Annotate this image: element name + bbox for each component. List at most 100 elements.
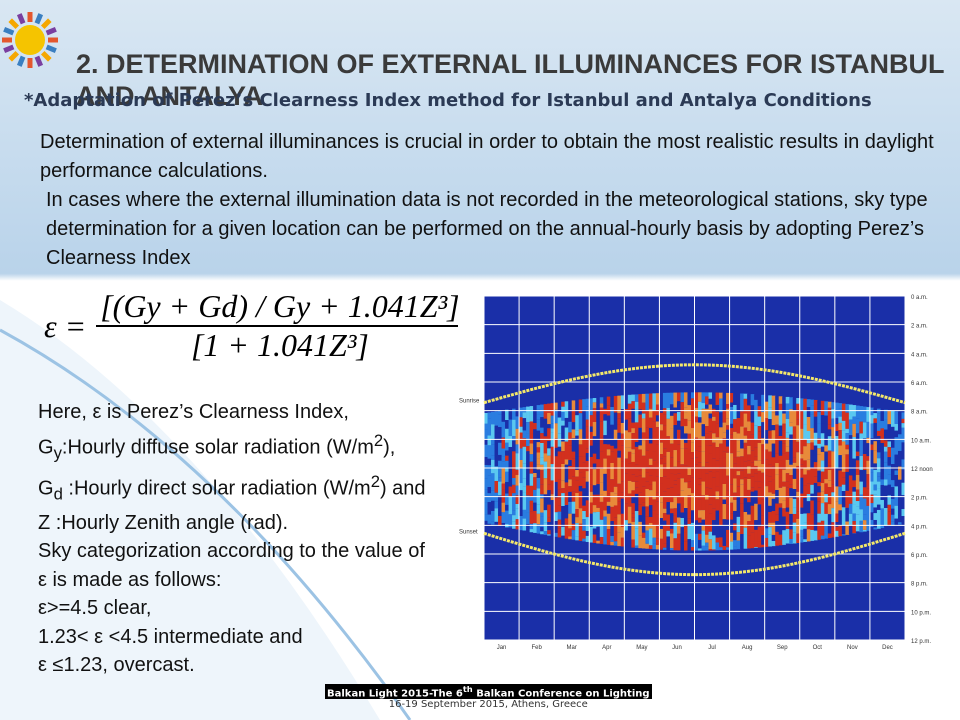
heat-cell: [501, 468, 506, 484]
month-label: Oct: [813, 645, 823, 651]
heat-cell: [740, 484, 744, 498]
heat-cell: [845, 490, 850, 508]
heat-cell: [487, 445, 492, 459]
heat-cell: [585, 517, 590, 532]
heat-cell: [859, 470, 864, 482]
heat-cell: [866, 437, 871, 444]
heat-cell: [652, 411, 657, 422]
heat-cell: [726, 452, 730, 469]
heat-cell: [782, 469, 787, 482]
heat-cell: [659, 518, 664, 529]
heat-cell: [645, 506, 650, 517]
heat-cell: [543, 510, 548, 523]
heat-cell: [806, 407, 811, 417]
heat-cell: [743, 413, 748, 428]
heat-cell: [669, 473, 674, 488]
heat-cell: [897, 479, 902, 487]
heat-cell: [571, 458, 576, 477]
heat-cell: [820, 400, 825, 416]
heat-cell: [599, 421, 604, 438]
heat-cell: [827, 429, 832, 437]
logo-ray: [16, 13, 26, 25]
heat-cell: [873, 513, 878, 520]
heat-cell: [512, 419, 516, 437]
heat-cell: [655, 404, 660, 416]
heat-cell: [778, 477, 783, 488]
heat-cell: [505, 450, 509, 456]
definitions: Here, ε is Perez’s Clearness Index, Gy:Ho…: [38, 398, 428, 680]
heat-cell: [522, 486, 527, 493]
heat-cell: [666, 468, 671, 479]
heat-cell: [873, 484, 878, 491]
logo-ray: [8, 18, 20, 30]
heat-cell: [859, 494, 864, 510]
heat-cell: [834, 410, 839, 419]
heat-cell: [652, 431, 657, 440]
heat-cell: [771, 498, 776, 506]
heat-cell: [652, 481, 657, 500]
heat-cell: [736, 508, 741, 517]
heat-cell: [757, 442, 762, 461]
heat-cell: [785, 451, 790, 460]
heat-cell: [610, 535, 615, 542]
heat-cell: [505, 428, 509, 443]
heat-cell: [666, 530, 671, 537]
heat-cell: [869, 481, 874, 495]
heat-cell: [505, 409, 509, 421]
heat-cell: [589, 426, 594, 432]
heat-cell: [845, 444, 850, 450]
heat-cell: [603, 510, 608, 517]
heat-cell: [705, 445, 709, 463]
heat-cell: [554, 512, 558, 522]
heat-cell: [669, 533, 674, 549]
heat-cell: [820, 433, 825, 447]
heat-cell: [484, 456, 488, 465]
heat-cell: [519, 426, 523, 433]
heat-cell: [683, 407, 688, 413]
heat-cell: [624, 545, 629, 547]
heat-cell: [673, 484, 678, 498]
heat-cell: [855, 456, 860, 461]
text-run: ε>=4.5 clear,: [38, 597, 152, 620]
heat-cell: [515, 474, 520, 486]
heat-cell: [557, 489, 562, 499]
heat-cell: [754, 394, 758, 400]
heat-cell: [729, 402, 734, 407]
heat-cell: [641, 477, 646, 487]
heat-cell: [550, 464, 555, 481]
heat-cell: [764, 497, 769, 515]
heat-cell: [852, 450, 857, 459]
heat-cell: [726, 475, 730, 491]
heat-cell: [652, 537, 657, 544]
heat-cell: [901, 418, 906, 424]
heat-cell: [876, 413, 881, 431]
heat-cell: [901, 412, 906, 419]
heat-cell: [487, 493, 492, 503]
heat-cell: [673, 522, 678, 539]
heat-cell: [778, 487, 783, 504]
heat-cell: [515, 453, 520, 470]
heat-cell: [722, 432, 727, 439]
heat-cell: [589, 531, 594, 543]
heat-cell: [726, 529, 730, 548]
heat-cell: [705, 487, 709, 495]
heat-cell: [571, 438, 576, 452]
heat-cell: [810, 500, 815, 515]
heat-cell: [782, 516, 787, 531]
heat-cell: [508, 419, 513, 437]
heat-cell: [796, 465, 801, 484]
heat-cell: [747, 535, 751, 549]
heat-cell: [866, 474, 871, 489]
heat-cell: [603, 408, 608, 415]
heat-cell: [561, 406, 565, 413]
heat-cell: [585, 448, 590, 454]
heat-cell: [810, 529, 815, 541]
heat-cell: [561, 425, 565, 442]
heat-cell: [557, 451, 562, 470]
heat-cell: [852, 513, 857, 522]
heat-cell: [722, 484, 727, 500]
heat-cell: [841, 477, 846, 485]
heat-cell: [533, 477, 537, 490]
heat-cell: [519, 432, 523, 449]
heat-cell: [683, 412, 688, 419]
